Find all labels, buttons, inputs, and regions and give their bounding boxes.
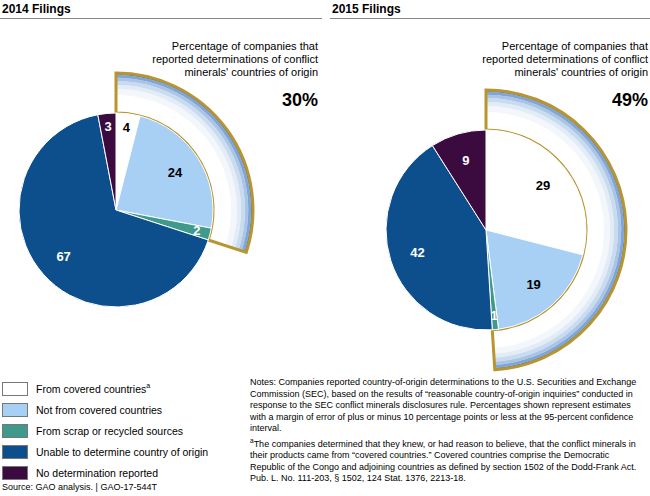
html-text:49%: 49%: [612, 90, 648, 110]
svg-text:42: 42: [410, 245, 424, 260]
html-text:aThe companies determined that: aThe companies determined that they knew…: [250, 436, 637, 483]
svg-text:19: 19: [526, 277, 540, 292]
svg-text:67: 67: [56, 249, 70, 264]
html-text:30%: 30%: [282, 90, 318, 110]
svg-text:24: 24: [168, 165, 183, 180]
html-text:No determination reported: No determination reported: [36, 466, 158, 479]
svg-text:4: 4: [123, 120, 131, 135]
svg-text:1: 1: [490, 308, 497, 323]
svg-text:9: 9: [462, 153, 469, 168]
html-text:Notes: Companies reported coun: Notes: Companies reported country-of-ori…: [250, 377, 637, 433]
html-text:Not from covered countries: Not from covered countries: [36, 403, 163, 416]
svg-text:3: 3: [105, 119, 112, 134]
html-text:2015 Filings: 2015 Filings: [332, 2, 401, 16]
html-text:Percentage of companies that r: Percentage of companies that reported de…: [152, 40, 318, 78]
html-text:From scrap or recycled sources: From scrap or recycled sources: [36, 424, 183, 437]
svg-text:29: 29: [536, 178, 550, 193]
html-text:From covered countriesa: From covered countriesa: [36, 382, 151, 395]
html-text:2014 Filings: 2014 Filings: [2, 2, 71, 16]
html-text:Source: GAO analysis. | GAO-17: Source: GAO analysis. | GAO-17-544T: [2, 482, 157, 492]
html-text:Unable to determine country of: Unable to determine country of origin: [36, 445, 209, 458]
svg-text:2: 2: [193, 223, 200, 238]
html-text:Percentage of companies that r: Percentage of companies that reported de…: [482, 40, 648, 78]
